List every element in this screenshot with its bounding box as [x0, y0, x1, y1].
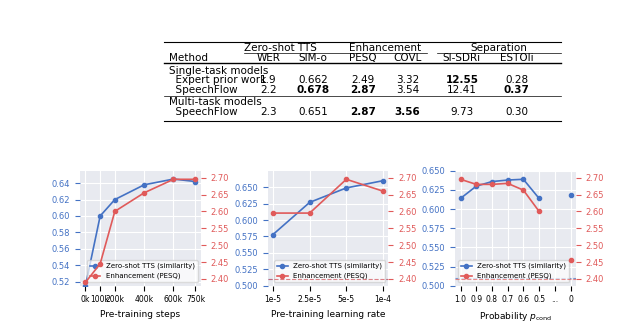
Text: 2.2: 2.2 — [260, 85, 276, 95]
Text: Separation: Separation — [470, 43, 527, 53]
Text: SI-SDRi: SI-SDRi — [443, 53, 481, 63]
X-axis label: Pre-training steps: Pre-training steps — [100, 310, 180, 319]
Text: 1.9: 1.9 — [260, 75, 276, 85]
Legend: Zero-shot TTS (similarity), Enhancement (PESQ): Zero-shot TTS (similarity), Enhancement … — [275, 260, 385, 282]
Text: Enhancement: Enhancement — [349, 43, 421, 53]
Text: WER: WER — [257, 53, 280, 63]
Text: SpeechFlow: SpeechFlow — [169, 107, 238, 117]
Text: COVL: COVL — [393, 53, 422, 63]
Text: 0.37: 0.37 — [504, 85, 529, 95]
Legend: Zero-shot TTS (similarity), Enhancement (PESQ): Zero-shot TTS (similarity), Enhancement … — [87, 260, 198, 282]
Text: 3.54: 3.54 — [396, 85, 419, 95]
Text: 12.41: 12.41 — [447, 85, 477, 95]
Text: 0.651: 0.651 — [298, 107, 328, 117]
Text: 0.678: 0.678 — [296, 85, 330, 95]
Text: SIM-o: SIM-o — [299, 53, 328, 63]
Text: 9.73: 9.73 — [451, 107, 474, 117]
Text: Method: Method — [169, 53, 208, 63]
Text: Single-task models: Single-task models — [169, 66, 269, 76]
Text: 0.662: 0.662 — [298, 75, 328, 85]
Text: 2.87: 2.87 — [350, 107, 376, 117]
Text: 0.28: 0.28 — [505, 75, 528, 85]
Text: 2.49: 2.49 — [351, 75, 374, 85]
Text: 12.55: 12.55 — [445, 75, 479, 85]
Text: SpeechFlow: SpeechFlow — [169, 85, 238, 95]
Text: Zero-shot TTS: Zero-shot TTS — [244, 43, 317, 53]
Text: Expert prior work: Expert prior work — [169, 75, 266, 85]
Text: PESQ: PESQ — [349, 53, 376, 63]
Text: 2.3: 2.3 — [260, 107, 276, 117]
Legend: Zero-shot TTS (similarity), Enhancement (PESQ): Zero-shot TTS (similarity), Enhancement … — [458, 260, 569, 282]
X-axis label: Pre-training learning rate: Pre-training learning rate — [271, 310, 385, 319]
Text: ESTOIi: ESTOIi — [500, 53, 533, 63]
Text: Multi-task models: Multi-task models — [169, 97, 262, 107]
X-axis label: Probability $p_{\mathrm{cond}}$: Probability $p_{\mathrm{cond}}$ — [479, 310, 552, 321]
Text: 3.56: 3.56 — [394, 107, 420, 117]
Text: 0.30: 0.30 — [505, 107, 528, 117]
Text: 3.32: 3.32 — [396, 75, 419, 85]
Text: 2.87: 2.87 — [350, 85, 376, 95]
